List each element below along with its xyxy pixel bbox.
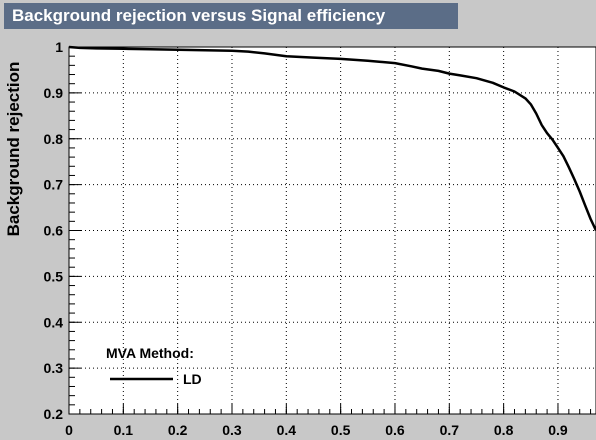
y-tick-label: 0.9 [44,85,64,101]
y-axis-label: Background rejection [4,62,23,237]
x-tick-label: 0.2 [168,422,188,438]
y-tick-label: 1 [55,39,63,55]
y-tick-label: 0.6 [44,223,64,239]
legend-title: MVA Method: [106,345,194,361]
y-tick-label: 0.5 [44,268,64,284]
chart-title: Background rejection versus Signal effic… [4,3,458,29]
legend: MVA Method: LD [106,345,202,387]
x-tick-label: 0.8 [494,422,514,438]
tick-marks [68,46,592,415]
legend-entry-ld: LD [183,371,202,387]
x-tick-label: 0.4 [277,422,297,438]
y-tick-label: 0.8 [44,131,64,147]
x-tick-label: 0 [65,422,73,438]
y-tick-label: 0.2 [44,406,64,422]
series-group [68,45,596,232]
y-tick-label: 0.3 [44,360,64,376]
x-tick-label: 0.5 [331,422,351,438]
series-line-ld [68,45,596,232]
y-tick-label: 0.7 [44,177,64,193]
x-tick-label: 0.3 [222,422,242,438]
y-tick-label: 0.4 [44,314,64,330]
tick-labels: 0 0.1 0.2 0.3 0.4 0.5 0.6 0.7 0.8 0.9 0.2 0.3 0.4 0.5… [44,39,568,438]
x-tick-label: 0.7 [440,422,460,438]
x-tick-label: 0.1 [114,422,134,438]
x-tick-label: 0.6 [385,422,405,438]
x-tick-label: 0.9 [548,422,568,438]
plot-area [68,46,596,415]
